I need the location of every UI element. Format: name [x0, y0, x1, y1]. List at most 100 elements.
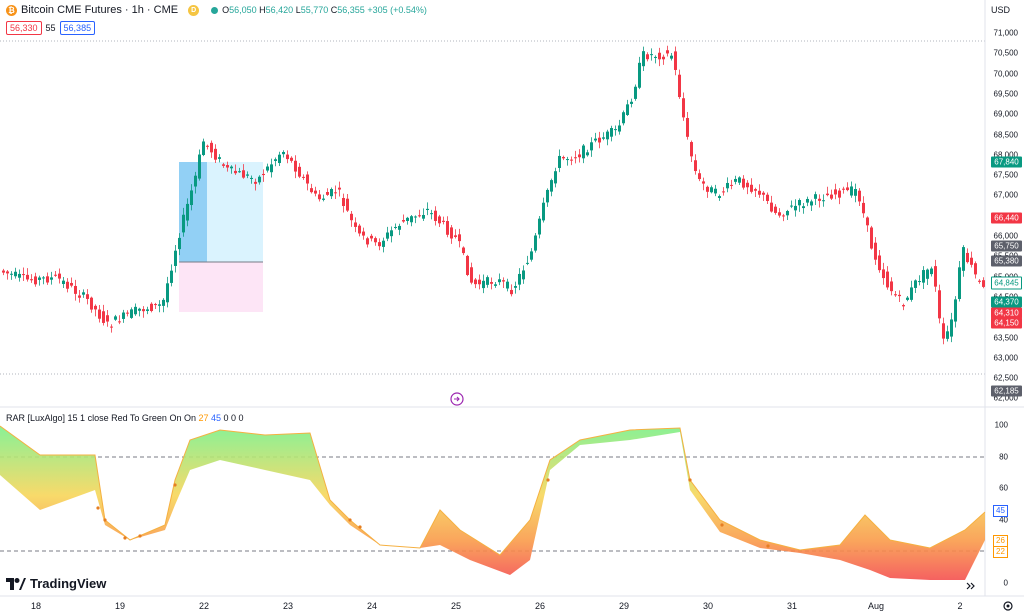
- candle-body: [2, 270, 5, 273]
- candle-body: [242, 170, 245, 178]
- candle-body: [574, 157, 577, 159]
- candle-body: [118, 321, 121, 323]
- candle-body: [770, 202, 773, 212]
- candle-body: [758, 190, 761, 195]
- candle-body: [978, 280, 981, 282]
- candle-body: [474, 279, 477, 285]
- candle-body: [498, 279, 501, 283]
- candle-body: [370, 235, 373, 239]
- candle-body: [266, 166, 269, 171]
- candle-body: [350, 213, 353, 221]
- candle-body: [178, 237, 181, 250]
- candle-body: [598, 137, 601, 143]
- price-tag: 64,370: [991, 296, 1022, 308]
- candle-body: [878, 255, 881, 271]
- indicator-tick-label: 40: [999, 515, 1008, 524]
- date-tick-label: 19: [114, 601, 126, 611]
- candle-body: [22, 274, 25, 276]
- date-tick-label: 26: [534, 601, 546, 611]
- candle-body: [314, 190, 317, 194]
- candle-body: [54, 274, 57, 276]
- candle-body: [890, 281, 893, 292]
- candle-body: [802, 206, 805, 209]
- long-position-stop-zone[interactable]: [179, 262, 263, 312]
- candle-body: [202, 141, 205, 156]
- price-tag: 66,440: [991, 212, 1022, 224]
- sell-button[interactable]: 56,330: [6, 21, 42, 35]
- candle-body: [234, 170, 237, 174]
- candle-body: [62, 280, 65, 285]
- indicator-tag: 22: [993, 546, 1008, 558]
- rar-signal-dot: [688, 478, 692, 482]
- candle-body: [18, 273, 21, 278]
- candle-body: [374, 238, 377, 243]
- candle-body: [258, 176, 261, 183]
- candle-body: [294, 160, 297, 172]
- price-tick-label: 71,000: [993, 28, 1018, 38]
- candle-body: [58, 273, 61, 279]
- settings-icon[interactable]: [1003, 601, 1013, 611]
- price-tick-label: 69,000: [993, 109, 1018, 119]
- candle-body: [966, 252, 969, 263]
- candle-body: [50, 277, 53, 280]
- candle-body: [706, 186, 709, 192]
- candle-body: [674, 51, 677, 70]
- candle-body: [714, 188, 717, 194]
- collapse-icon[interactable]: [966, 582, 975, 590]
- price-tick-label: 66,000: [993, 231, 1018, 241]
- candle-body: [198, 154, 201, 179]
- candle-body: [694, 160, 697, 172]
- candle-body: [846, 187, 849, 191]
- indicator-legend[interactable]: RAR [LuxAlgo] 15 1 close Red To Green On…: [6, 413, 244, 423]
- delayed-badge-icon[interactable]: D: [188, 4, 200, 16]
- candle-body: [830, 194, 833, 199]
- scroll-to-realtime-icon[interactable]: [450, 392, 464, 406]
- candle-body: [582, 145, 585, 159]
- candle-body: [106, 315, 109, 322]
- buy-button[interactable]: 56,385: [59, 21, 96, 35]
- price-tag: 65,750: [991, 240, 1022, 252]
- candle-body: [470, 267, 473, 283]
- rar-signal-dot: [103, 518, 107, 522]
- candle-body: [638, 62, 641, 88]
- candle-body: [746, 182, 749, 188]
- rar-band: [0, 426, 985, 580]
- candle-body: [962, 247, 965, 271]
- symbol-title[interactable]: Bitcoin CME Futures · 1h · CME: [21, 4, 179, 16]
- candle-body: [122, 312, 125, 319]
- candle-body: [306, 174, 309, 184]
- candle-body: [170, 270, 173, 283]
- candle-body: [658, 52, 661, 60]
- candle-body: [782, 215, 785, 217]
- candle-body: [726, 182, 729, 189]
- candle-body: [154, 304, 157, 306]
- candle-body: [698, 173, 701, 180]
- candle-body: [970, 257, 973, 265]
- candle-body: [530, 251, 533, 260]
- candle-body: [858, 190, 861, 202]
- candle-body: [414, 216, 417, 218]
- candle-body: [938, 290, 941, 319]
- market-status-icon[interactable]: [211, 6, 219, 14]
- date-tick-label: 24: [366, 601, 378, 611]
- candle-body: [326, 192, 329, 195]
- candle-body: [634, 86, 637, 99]
- ohlc-values: O56,050 H56,420 L55,770 C56,355 +305 (+0…: [222, 5, 427, 15]
- candle-body: [766, 194, 769, 202]
- price-tag: 65,380: [991, 255, 1022, 267]
- tradingview-logo[interactable]: TradingView: [6, 576, 106, 591]
- candle-body: [110, 326, 113, 328]
- candle-body: [790, 205, 793, 207]
- candle-body: [102, 311, 105, 323]
- price-tick-label: 63,000: [993, 353, 1018, 363]
- candle-body: [270, 164, 273, 173]
- candle-body: [710, 187, 713, 193]
- candle-body: [450, 227, 453, 239]
- candle-body: [358, 225, 361, 234]
- candle-body: [490, 282, 493, 284]
- candle-body: [534, 235, 537, 251]
- price-tick-label: 67,000: [993, 190, 1018, 200]
- candle-body: [290, 157, 293, 161]
- currency-selector[interactable]: USD: [990, 5, 1010, 15]
